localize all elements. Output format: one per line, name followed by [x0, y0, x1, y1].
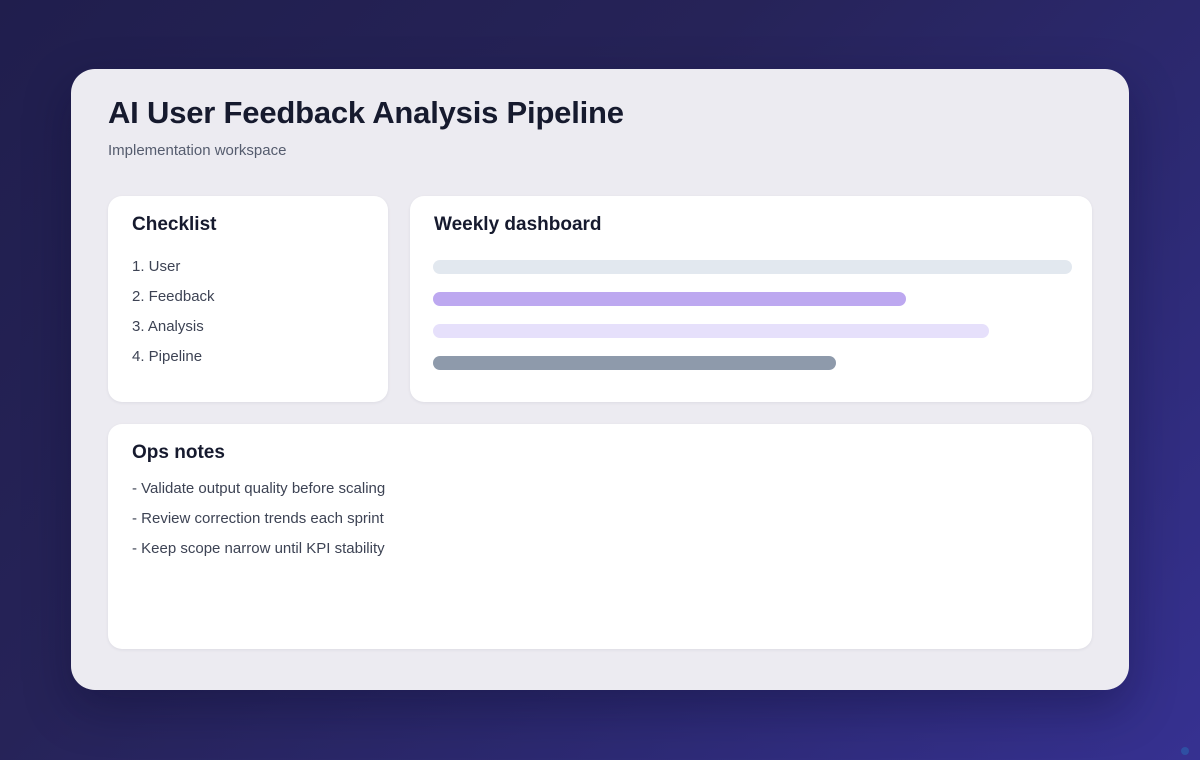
ops-notes-list: - Validate output quality before scaling…: [132, 474, 1076, 564]
bar-row: [433, 356, 1072, 388]
page-title: AI User Feedback Analysis Pipeline: [108, 95, 624, 130]
list-item[interactable]: 2. Feedback: [132, 288, 215, 305]
checklist-items: 1. User 2. Feedback 3. Analysis 4. Pipel…: [132, 252, 372, 372]
dashboard-bar: [433, 324, 989, 338]
workspace-panel: AI User Feedback Analysis Pipeline Imple…: [71, 69, 1129, 690]
dashboard-bar: [433, 260, 1072, 274]
bar-row: [433, 292, 1072, 324]
list-item[interactable]: 3. Analysis: [132, 318, 204, 335]
accent-dot: [1181, 747, 1189, 755]
list-item: - Validate output quality before scaling: [132, 480, 386, 497]
dashboard-bar-chart: [433, 260, 1072, 388]
checklist-card: Checklist 1. User 2. Feedback 3. Analysi…: [108, 196, 388, 402]
bar-row: [433, 324, 1072, 356]
ops-notes-card: Ops notes - Validate output quality befo…: [108, 424, 1092, 649]
dashboard-bar: [433, 356, 836, 370]
weekly-dashboard-card: Weekly dashboard: [410, 196, 1092, 402]
weekly-dashboard-card-title: Weekly dashboard: [434, 214, 602, 235]
list-item[interactable]: 4. Pipeline: [132, 348, 203, 365]
list-item: - Review correction trends each sprint: [132, 510, 384, 527]
dashboard-bar: [433, 292, 906, 306]
list-item[interactable]: 1. User: [132, 258, 181, 275]
ops-notes-card-title: Ops notes: [132, 442, 225, 463]
list-item: - Keep scope narrow until KPI stability: [132, 540, 385, 557]
checklist-card-title: Checklist: [132, 214, 217, 235]
page-subtitle: Implementation workspace: [108, 142, 287, 159]
bar-row: [433, 260, 1072, 292]
